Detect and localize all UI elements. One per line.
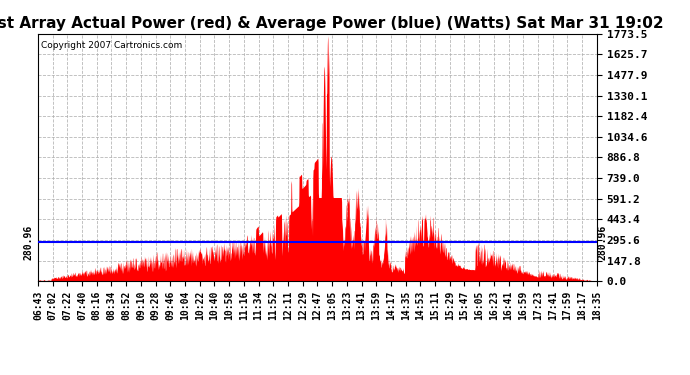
- Text: Copyright 2007 Cartronics.com: Copyright 2007 Cartronics.com: [41, 41, 182, 50]
- Title: West Array Actual Power (red) & Average Power (blue) (Watts) Sat Mar 31 19:02: West Array Actual Power (red) & Average …: [0, 16, 664, 31]
- Text: 280.96: 280.96: [23, 224, 34, 260]
- Text: 280.96: 280.96: [598, 224, 607, 260]
